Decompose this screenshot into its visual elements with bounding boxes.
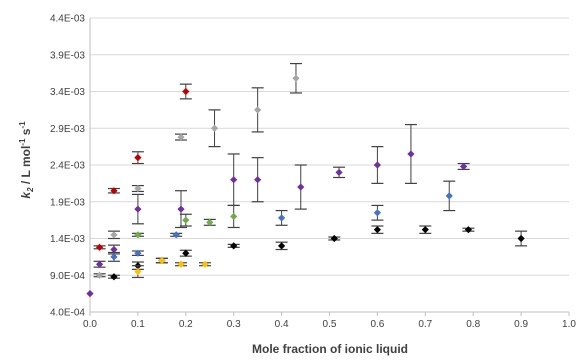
y-tick-label: 4.4E-03 — [50, 14, 85, 25]
x-tick-label: 0.4 — [275, 319, 289, 330]
data-point-series-3 — [177, 133, 185, 141]
data-point-series-4 — [95, 243, 104, 251]
data-point-series-3 — [210, 124, 219, 132]
y-label-sup1: -1 — [18, 138, 27, 146]
data-point-series-1 — [95, 260, 104, 268]
y-label-sup2: -1 — [18, 121, 27, 129]
data-point-series-1 — [460, 162, 468, 171]
y-axis-label: k2 / L mol-1 s-1 — [18, 121, 35, 199]
y-tick-label: 3.4E-03 — [50, 87, 85, 98]
data-point-series-5 — [373, 209, 381, 217]
data-point-series-2 — [230, 242, 238, 250]
x-tick-label: 0.7 — [418, 319, 432, 330]
data-point-series-3 — [292, 74, 300, 82]
data-point-series-1 — [177, 205, 185, 213]
data-point-series-1 — [86, 290, 94, 298]
data-point-series-7 — [134, 267, 142, 276]
data-point-series-1 — [297, 183, 305, 191]
x-tick-label: 0.9 — [514, 319, 528, 330]
data-point-series-1 — [335, 168, 343, 176]
y-tick-label: 1.9E-03 — [50, 197, 85, 208]
data-point-series-5 — [134, 249, 142, 257]
y-tick-label: 2.9E-03 — [50, 124, 85, 135]
data-point-series-2 — [373, 226, 381, 234]
data-point-series-4 — [182, 87, 190, 96]
data-point-series-7 — [201, 260, 209, 268]
data-point-series-1 — [254, 176, 262, 184]
x-tick-label: 1.0 — [562, 319, 576, 330]
data-point-series-6 — [206, 218, 214, 226]
data-point-series-1 — [373, 161, 381, 169]
y-label-k: k — [19, 191, 33, 199]
x-tick-label: 0.3 — [227, 319, 241, 330]
x-tick-label: 0.2 — [179, 319, 193, 330]
data-point-series-2 — [517, 234, 525, 243]
tick-labels: 4.0E-04 9.0E-04 1.4E-03 1.9E-03 2.4E-03 2.9E-… — [50, 14, 576, 331]
data-point-series-2 — [421, 226, 429, 234]
data-point-series-3 — [110, 231, 118, 239]
x-tick-label: 0.6 — [370, 319, 384, 330]
x-tick-label: 0.8 — [466, 319, 480, 330]
data-point-series-4 — [110, 187, 118, 195]
data-point-series-1 — [110, 245, 118, 254]
y-tick-label: 2.4E-03 — [50, 161, 85, 172]
data-point-series-5 — [278, 214, 286, 222]
x-tick-label: 0.5 — [323, 319, 337, 330]
data-point-series-2 — [110, 273, 118, 281]
data-point-series-3 — [254, 106, 262, 114]
data-point-series-2 — [330, 234, 338, 243]
x-axis-label: Mole fraction of ionic liquid — [252, 342, 408, 356]
y-label-rest2: s — [19, 128, 33, 138]
y-tick-label: 9.0E-04 — [50, 271, 85, 282]
data-point-series-7 — [158, 256, 166, 265]
data-point-series-1 — [407, 150, 415, 158]
data-point-series-2 — [464, 226, 473, 234]
data-point-series-4 — [134, 154, 142, 162]
data-point-series-6 — [134, 231, 142, 239]
data-point-series-1 — [230, 176, 238, 184]
gridlines — [90, 17, 569, 276]
data-point-series-5 — [445, 192, 453, 200]
x-tick-label: 0.1 — [131, 319, 145, 330]
data-point-series-6 — [182, 216, 190, 224]
y-tick-label: 4.0E-04 — [50, 308, 85, 319]
x-tick-label: 0.0 — [83, 319, 97, 330]
data-point-series-3 — [134, 184, 142, 193]
y-tick-label: 3.9E-03 — [50, 50, 85, 61]
y-tick-label: 1.4E-03 — [50, 234, 85, 245]
data-point-series-2 — [278, 242, 286, 250]
data-point-series-5 — [172, 231, 180, 239]
axes — [89, 18, 570, 316]
y-label-rest1: / L mol — [19, 146, 33, 188]
data-points — [86, 62, 528, 298]
data-point-series-2 — [182, 249, 190, 257]
data-point-series-5 — [110, 253, 118, 261]
data-point-series-6 — [230, 212, 238, 221]
data-point-series-1 — [134, 205, 142, 213]
data-point-series-7 — [177, 260, 185, 268]
y-label-sub: 2 — [26, 187, 35, 193]
data-point-series-3 — [95, 271, 104, 279]
